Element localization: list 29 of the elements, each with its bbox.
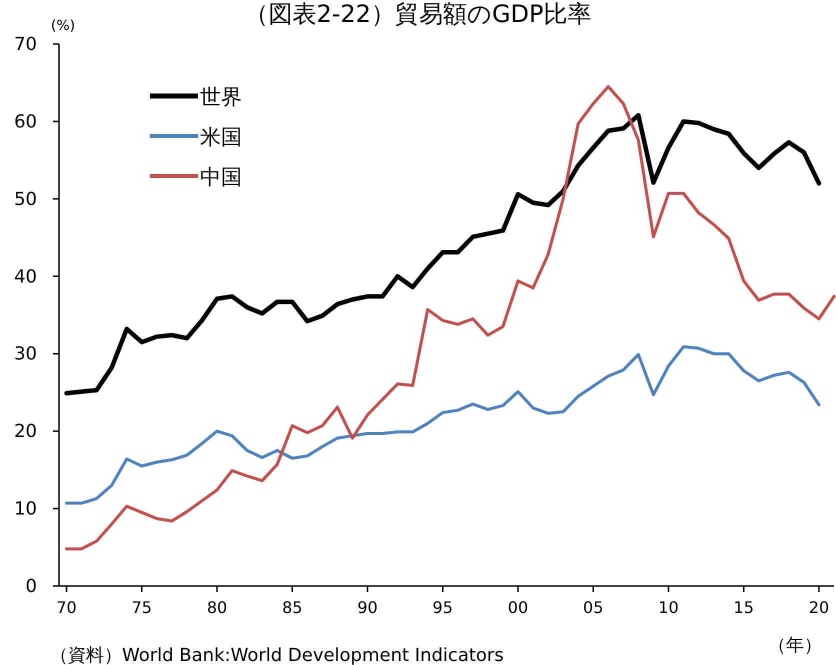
x-tick-label: 05 <box>583 598 604 617</box>
x-tick-label: 15 <box>734 598 754 617</box>
y-tick-label: 20 <box>14 421 37 442</box>
legend-label: 中国 <box>200 165 242 189</box>
x-tick-label: 75 <box>132 598 152 617</box>
x-tick-label: 00 <box>508 598 528 617</box>
y-tick-label: 40 <box>14 266 37 288</box>
legend-label: 世界 <box>200 85 242 109</box>
line-series <box>65 345 820 505</box>
x-tick-label: 70 <box>56 598 77 617</box>
chart-title: （図表2-22）貿易額のGDP比率 <box>244 0 592 28</box>
y-tick-label: 0 <box>26 576 37 597</box>
x-tick-label: 85 <box>282 598 302 617</box>
y-tick-label: 70 <box>14 34 37 55</box>
x-tick-label: 95 <box>432 598 453 617</box>
line-series <box>65 85 836 550</box>
x-tick-label: 90 <box>357 598 378 617</box>
y-tick-label: 50 <box>14 188 37 210</box>
x-tick-label: 20 <box>808 598 830 617</box>
text: （資料）World Bank:World Development Indicators <box>50 645 504 665</box>
x-tick-label: 80 <box>206 598 228 617</box>
y-tick-label: 30 <box>14 344 37 365</box>
y-axis-title: (%) <box>50 18 76 34</box>
x-axis-title: （年） <box>768 635 822 656</box>
legend-label: 米国 <box>200 125 242 149</box>
y-tick-label: 10 <box>14 498 37 520</box>
y-tick-label: 60 <box>14 111 37 132</box>
line-series <box>64 112 822 396</box>
x-tick-label: 10 <box>658 598 679 617</box>
